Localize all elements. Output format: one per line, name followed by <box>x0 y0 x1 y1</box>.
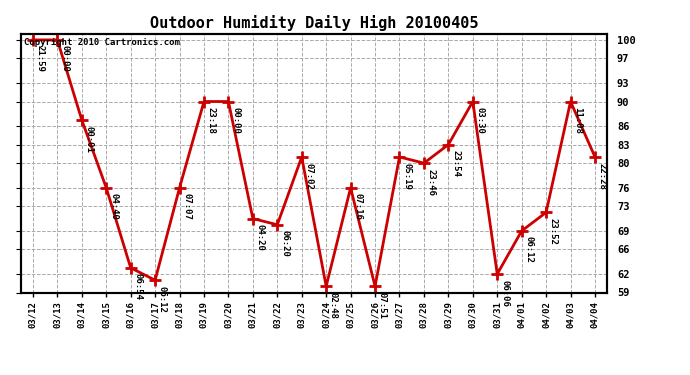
Text: 06:20: 06:20 <box>280 230 289 257</box>
Text: 07:16: 07:16 <box>353 194 362 220</box>
Text: 05:19: 05:19 <box>402 162 411 189</box>
Text: 21:59: 21:59 <box>36 45 45 72</box>
Text: 06:12: 06:12 <box>524 237 533 263</box>
Text: 23:52: 23:52 <box>549 218 558 245</box>
Text: 06:12: 06:12 <box>158 286 167 313</box>
Text: 23:54: 23:54 <box>451 150 460 177</box>
Title: Outdoor Humidity Daily High 20100405: Outdoor Humidity Daily High 20100405 <box>150 15 478 31</box>
Text: 07:07: 07:07 <box>182 194 191 220</box>
Text: 23:46: 23:46 <box>426 169 435 195</box>
Text: 07:02: 07:02 <box>304 162 313 189</box>
Text: 02:48: 02:48 <box>329 292 338 319</box>
Text: 00:01: 00:01 <box>85 126 94 152</box>
Text: 06:06: 06:06 <box>500 280 509 306</box>
Text: Copyright 2010 Cartronics.com: Copyright 2010 Cartronics.com <box>23 38 179 46</box>
Text: 06:54: 06:54 <box>133 273 142 300</box>
Text: 00:00: 00:00 <box>60 45 69 72</box>
Text: 22:28: 22:28 <box>598 162 607 189</box>
Text: 03:30: 03:30 <box>475 107 484 134</box>
Text: 23:18: 23:18 <box>207 107 216 134</box>
Text: 04:20: 04:20 <box>255 224 265 251</box>
Text: 04:40: 04:40 <box>109 194 118 220</box>
Text: 07:51: 07:51 <box>378 292 387 319</box>
Text: 11:08: 11:08 <box>573 107 582 134</box>
Text: 00:00: 00:00 <box>231 107 240 134</box>
